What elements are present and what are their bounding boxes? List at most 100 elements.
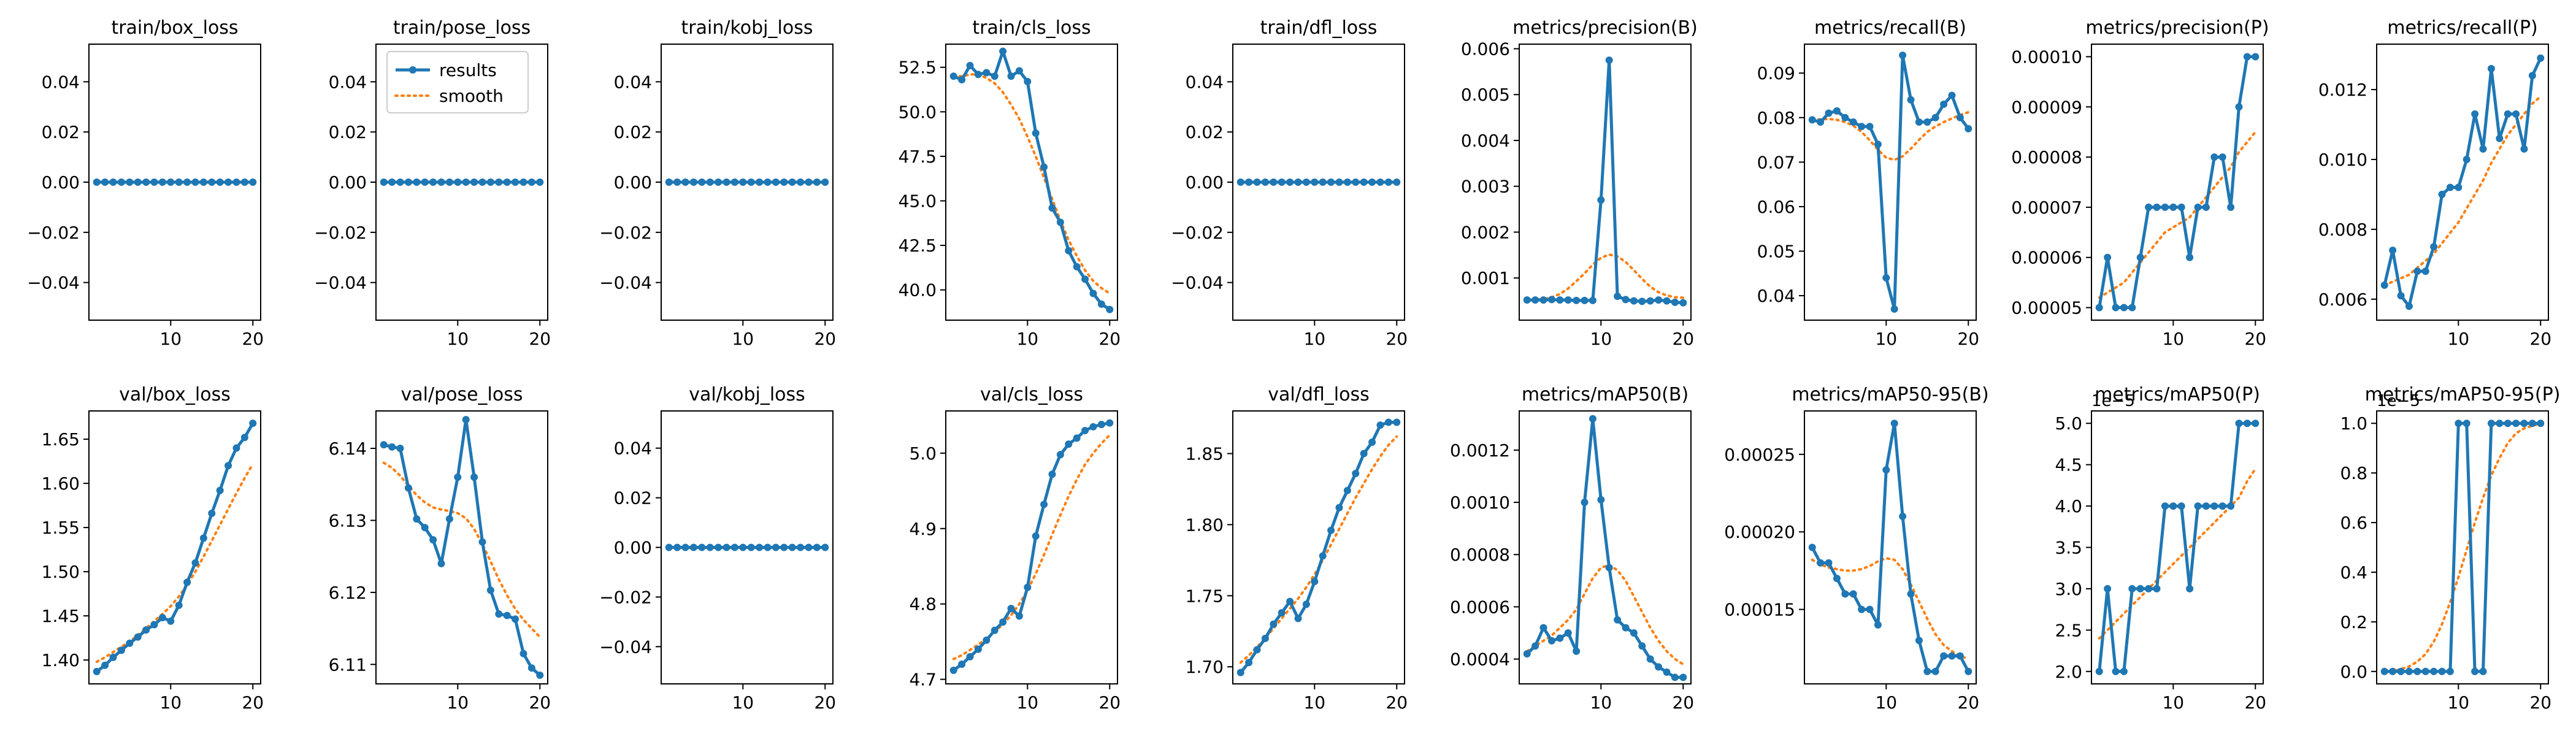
- data-point: [1638, 642, 1646, 650]
- y-tick-label: −0.04: [599, 273, 652, 293]
- y-tick-label: 0.0004: [1450, 650, 1510, 670]
- data-point: [175, 178, 183, 186]
- y-tick-label: 0.04: [614, 72, 652, 92]
- data-point: [1907, 590, 1915, 598]
- data-point: [673, 178, 681, 186]
- data-point: [1106, 419, 1114, 427]
- y-tick-label: 0.005: [1461, 85, 1510, 105]
- data-point: [2227, 502, 2235, 510]
- results-series-line: [2383, 57, 2542, 308]
- y-tick-label: 0.00: [1186, 172, 1224, 193]
- data-point: [536, 671, 544, 679]
- data-point: [2471, 110, 2479, 118]
- data-point: [404, 484, 412, 492]
- data-point: [2389, 667, 2397, 675]
- data-point: [2496, 134, 2504, 142]
- data-point: [519, 178, 527, 186]
- data-point: [1302, 600, 1310, 608]
- subplot: train/cls_loss 10 20 40.0 42.5 45.0 47.5 50.0 52…: [899, 17, 1121, 349]
- data-point: [413, 178, 421, 186]
- data-point: [2397, 292, 2405, 300]
- y-tick-label: 0.006: [2318, 289, 2367, 310]
- y-tick-label: 1.60: [42, 473, 80, 494]
- data-point: [813, 543, 821, 551]
- data-point: [1965, 667, 1972, 675]
- data-point: [413, 515, 421, 523]
- y-tick-label: −0.02: [1171, 223, 1224, 243]
- y-tick-label: −0.04: [314, 273, 367, 293]
- data-point: [2136, 253, 2144, 261]
- data-point: [1065, 247, 1073, 255]
- x-tick-label: 10: [1303, 329, 1325, 349]
- y-tick-label: 0.010: [2318, 150, 2367, 170]
- data-point: [1081, 426, 1089, 434]
- data-point: [723, 178, 730, 186]
- data-point: [1327, 526, 1335, 534]
- data-point: [739, 543, 747, 551]
- data-point: [1923, 118, 1931, 126]
- y-tick-label: 2.0: [2055, 662, 2082, 682]
- data-point: [101, 178, 109, 186]
- data-point: [1048, 470, 1056, 478]
- axes-frame: [2376, 44, 2549, 321]
- data-point: [689, 178, 697, 186]
- subplot-title: val/box_loss: [119, 384, 231, 405]
- data-point: [1956, 652, 1964, 660]
- y-tick-label: 1.0: [2340, 413, 2367, 434]
- data-point: [1319, 178, 1327, 186]
- subplot: val/cls_loss 10 20 4.7 4.8 4.9 5.0: [909, 384, 1121, 713]
- x-tick-label: 10: [2447, 692, 2469, 713]
- axes-frame: [2376, 410, 2549, 684]
- data-point: [142, 178, 150, 186]
- data-point: [788, 178, 796, 186]
- data-point: [2136, 585, 2144, 592]
- subplot-title: train/box_loss: [111, 17, 238, 39]
- data-point: [1097, 300, 1105, 308]
- data-point: [2128, 585, 2136, 592]
- data-point: [2227, 203, 2235, 211]
- data-point: [1655, 296, 1663, 304]
- data-point: [813, 178, 821, 186]
- data-point: [772, 178, 780, 186]
- data-point: [1825, 109, 1833, 117]
- y-tick-label: 0.00009: [2011, 97, 2082, 117]
- data-point: [249, 178, 257, 186]
- data-point: [1948, 91, 1956, 99]
- data-point: [232, 444, 240, 452]
- data-point: [1907, 96, 1915, 104]
- data-point: [1638, 297, 1646, 305]
- smooth-series-line: [2383, 95, 2542, 287]
- data-point: [715, 543, 723, 551]
- data-point: [2455, 183, 2463, 191]
- data-point: [1663, 297, 1671, 305]
- y-tick-label: 42.5: [899, 236, 937, 256]
- data-point: [1015, 67, 1023, 75]
- data-point: [486, 586, 494, 594]
- data-point: [983, 636, 991, 644]
- data-point: [1965, 125, 1972, 132]
- data-point: [512, 615, 519, 623]
- subplot-title: train/dfl_loss: [1260, 17, 1378, 39]
- data-point: [730, 543, 738, 551]
- data-point: [240, 178, 248, 186]
- data-point: [1622, 296, 1630, 304]
- data-point: [1376, 178, 1384, 186]
- axes-frame: [88, 410, 261, 684]
- y-tick-label: 0.00007: [2011, 197, 2082, 218]
- data-point: [1523, 296, 1531, 304]
- y-tick-label: 1.40: [42, 650, 80, 670]
- data-point: [1630, 297, 1638, 305]
- data-point: [983, 69, 991, 77]
- data-point: [1286, 597, 1294, 605]
- axes-frame: [945, 410, 1118, 684]
- x-tick-label: 10: [159, 329, 182, 349]
- y-tick-label: 0.00: [329, 172, 367, 193]
- y-tick-label: 6.11: [329, 654, 367, 675]
- data-point: [2405, 667, 2413, 675]
- data-point: [1278, 178, 1286, 186]
- data-point: [2104, 253, 2112, 261]
- data-point: [1573, 296, 1581, 304]
- data-point: [1531, 296, 1539, 304]
- data-point: [1948, 652, 1956, 660]
- x-tick-label: 10: [159, 692, 182, 713]
